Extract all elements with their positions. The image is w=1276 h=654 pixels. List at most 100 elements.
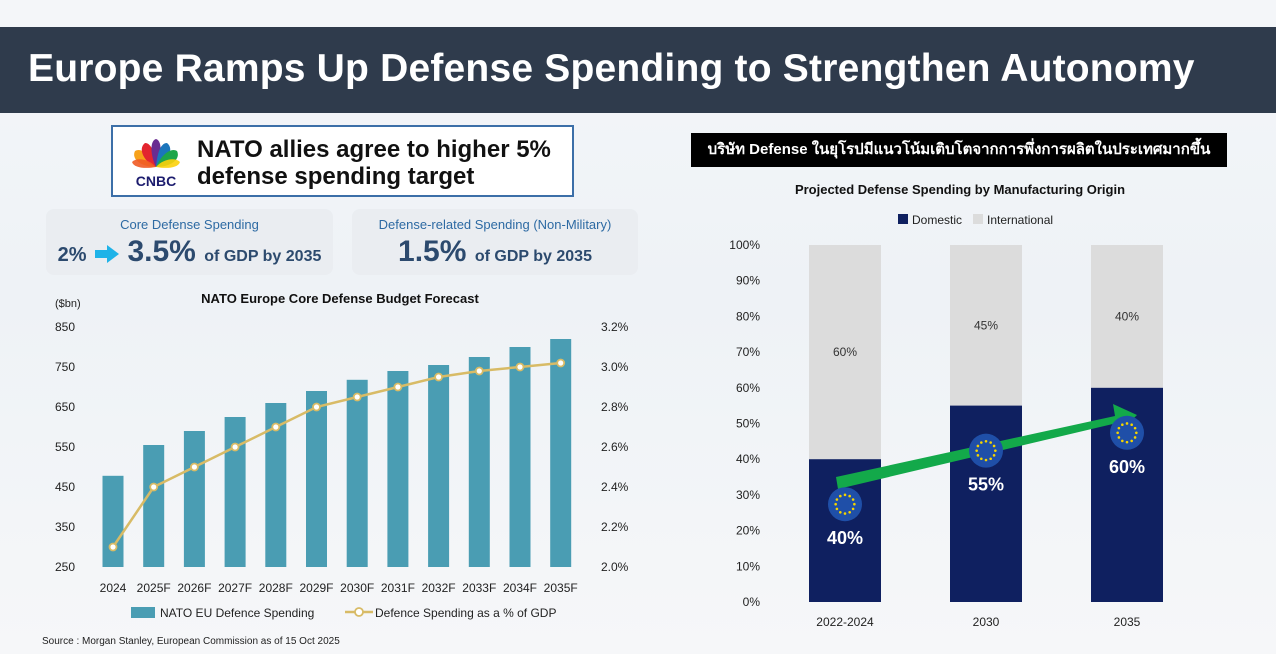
related-spending-label: Defense-related Spending (Non-Military) xyxy=(378,217,612,232)
core-defense-card: Core Defense Spending 2% 3.5% of GDP by … xyxy=(46,209,333,275)
spending-bar xyxy=(346,379,368,567)
eu-star xyxy=(843,493,847,497)
legend-domestic-swatch xyxy=(898,214,908,224)
eu-star xyxy=(984,458,988,462)
legend-line-label: Defence Spending as a % of GDP xyxy=(375,606,556,620)
origin-y-tick: 10% xyxy=(736,559,760,573)
gdp-share-line xyxy=(111,361,561,548)
related-spending-target: 1.5% xyxy=(398,235,467,268)
spending-bar xyxy=(224,417,246,567)
budget-chart-legend: NATO EU Defence Spending Defence Spendin… xyxy=(131,606,556,620)
eu-star xyxy=(989,457,992,461)
cnbc-headline: NATO allies agree to higher 5% defense s… xyxy=(197,136,567,190)
eu-flag-circle xyxy=(969,433,1003,468)
eu-star xyxy=(976,444,980,448)
budget-x-label: 2032F xyxy=(422,581,456,595)
spending-bar xyxy=(265,403,287,567)
gdp-share-point xyxy=(108,542,118,552)
budget-x-label: 2029F xyxy=(299,581,333,595)
eu-star xyxy=(992,444,996,448)
origin-y-tick: 30% xyxy=(736,488,760,502)
core-defense-values: 2% 3.5% of GDP by 2035 xyxy=(46,235,333,269)
spending-bar xyxy=(387,371,409,567)
eu-star xyxy=(994,449,997,452)
eu-star xyxy=(1117,426,1121,430)
domestic-value-label: 60% xyxy=(1109,457,1145,477)
thai-headline-badge: บริษัท Defense ในยุโรปมีแนวโน้มเติบโตจาก… xyxy=(691,133,1227,167)
budget-y2-tick: 2.8% xyxy=(601,400,629,414)
eu-flag-circle xyxy=(828,487,862,522)
cnbc-headline-line1: NATO allies agree to higher 5% xyxy=(197,136,551,163)
eu-star xyxy=(1130,439,1133,443)
international-value-label: 40% xyxy=(1115,309,1139,323)
eu-star xyxy=(984,440,988,443)
eu-star xyxy=(853,502,856,506)
legend-international-swatch xyxy=(973,214,983,224)
gdp-share-point xyxy=(352,392,362,402)
eu-flag-circle xyxy=(1110,415,1144,450)
budget-chart-title: NATO Europe Core Defense Budget Forecast xyxy=(201,291,479,306)
eu-star xyxy=(1133,426,1137,430)
related-spending-card: Defense-related Spending (Non-Military) … xyxy=(352,209,638,275)
domestic-value-label: 40% xyxy=(827,528,863,548)
budget-y-tick: 350 xyxy=(55,520,75,534)
eu-star xyxy=(1130,423,1133,426)
cnbc-logo-text: CNBC xyxy=(136,173,176,189)
budget-y2-tick: 2.0% xyxy=(601,560,629,574)
cnbc-headline-line2: defense spending target xyxy=(197,163,475,190)
eu-star xyxy=(976,454,980,457)
spending-bar xyxy=(306,391,327,567)
cnbc-headline-box: CNBC NATO allies agree to higher 5% defe… xyxy=(111,125,574,197)
budget-y2-tick: 3.2% xyxy=(601,320,629,334)
spending-bar xyxy=(143,445,165,567)
budget-x-label: 2025F xyxy=(137,581,171,595)
budget-y2-tick: 2.4% xyxy=(601,480,629,494)
origin-y-tick: 100% xyxy=(729,238,760,252)
core-defense-target: 3.5% xyxy=(127,235,196,268)
eu-star xyxy=(1125,422,1129,425)
eu-star xyxy=(1133,436,1137,439)
budget-y2-tick: 2.2% xyxy=(601,520,629,534)
origin-y-tick: 80% xyxy=(736,309,760,323)
eu-star xyxy=(980,457,983,461)
budget-y-tick: 450 xyxy=(55,480,75,494)
eu-flag-icon xyxy=(1110,415,1144,450)
eu-star xyxy=(834,502,837,506)
gdp-share-point xyxy=(556,358,566,368)
domestic-value-label: 55% xyxy=(968,475,1004,495)
gdp-share-point xyxy=(434,372,444,382)
gdp-share-point xyxy=(149,482,159,492)
legend-bar-label: NATO EU Defence Spending xyxy=(160,606,314,620)
gdp-share-point xyxy=(271,422,281,432)
eu-star xyxy=(1135,431,1138,435)
eu-star xyxy=(989,441,992,444)
origin-y-tick: 90% xyxy=(736,274,760,288)
budget-y-unit: ($bn) xyxy=(55,298,81,310)
core-defense-suffix: of GDP by 2035 xyxy=(204,248,322,265)
spending-bar xyxy=(468,357,490,567)
eu-star xyxy=(851,507,855,511)
origin-y-tick: 50% xyxy=(736,417,760,431)
eu-star xyxy=(843,512,847,515)
gdp-share-point xyxy=(230,442,240,452)
origin-y-tick: 60% xyxy=(736,381,760,395)
eu-star xyxy=(975,449,978,452)
title-bar: Europe Ramps Up Defense Spending to Stre… xyxy=(0,27,1276,113)
spending-bar xyxy=(550,339,572,567)
right-arrow-icon xyxy=(94,245,119,263)
origin-y-tick: 20% xyxy=(736,524,760,538)
eu-flag-icon xyxy=(828,487,862,522)
origin-y-tick: 40% xyxy=(736,452,760,466)
budget-y2-tick: 2.6% xyxy=(601,440,629,454)
eu-star xyxy=(835,507,839,511)
eu-star xyxy=(839,511,842,514)
gdp-share-point xyxy=(474,366,484,376)
legend-domestic-label: Domestic xyxy=(912,213,962,227)
gdp-share-point xyxy=(312,402,321,412)
origin-y-tick: 0% xyxy=(743,595,761,609)
eu-star xyxy=(1121,439,1124,443)
origin-y-tick: 70% xyxy=(736,345,760,359)
gdp-share-point xyxy=(515,362,525,372)
eu-star xyxy=(1121,423,1124,426)
spending-bar xyxy=(183,431,205,567)
